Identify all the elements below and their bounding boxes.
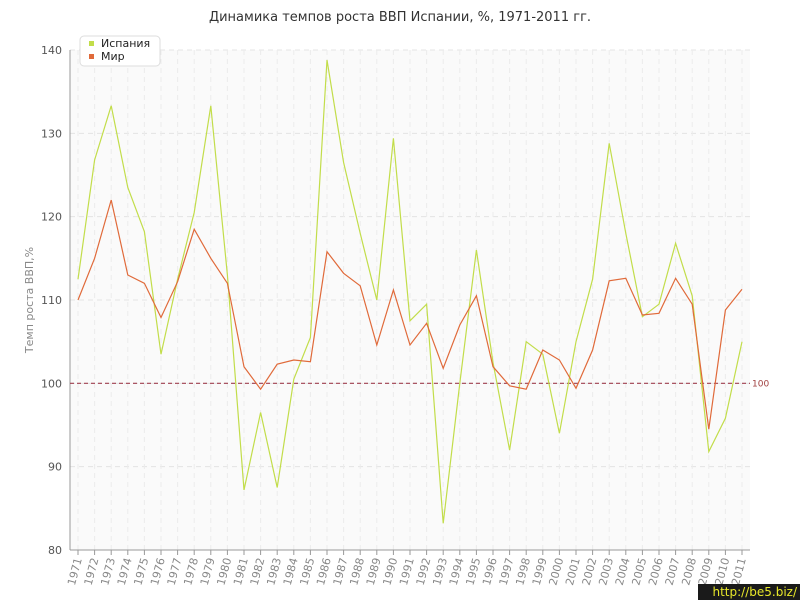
y-tick-label: 140 xyxy=(41,44,62,57)
legend-swatch xyxy=(89,41,94,46)
series-line xyxy=(77,59,743,524)
y-axis-label: Темп роста ВВП,% xyxy=(23,247,36,354)
legend-item-label[interactable]: Мир xyxy=(101,50,125,63)
chart-title: Динамика темпов роста ВВП Испании, %, 19… xyxy=(208,10,592,25)
legend-item-label[interactable]: Испания xyxy=(101,37,150,50)
y-tick-label: 130 xyxy=(41,127,62,140)
y-tick-label: 110 xyxy=(41,294,62,307)
x-tick-label: 2011 xyxy=(729,556,749,586)
legend-swatch xyxy=(89,54,94,59)
series-line xyxy=(77,199,743,430)
reference-line-group: 100 xyxy=(70,379,769,389)
grid xyxy=(70,49,750,550)
series-group xyxy=(77,59,743,524)
watermark-link[interactable]: http://be5.biz/ xyxy=(698,584,800,600)
y-tick-label: 80 xyxy=(48,544,62,557)
y-tick-label: 120 xyxy=(41,211,62,224)
reference-line-label: 100 xyxy=(752,379,769,389)
y-tick-label: 100 xyxy=(41,377,62,390)
legend-box xyxy=(79,35,161,67)
y-tick-label: 90 xyxy=(48,461,62,474)
